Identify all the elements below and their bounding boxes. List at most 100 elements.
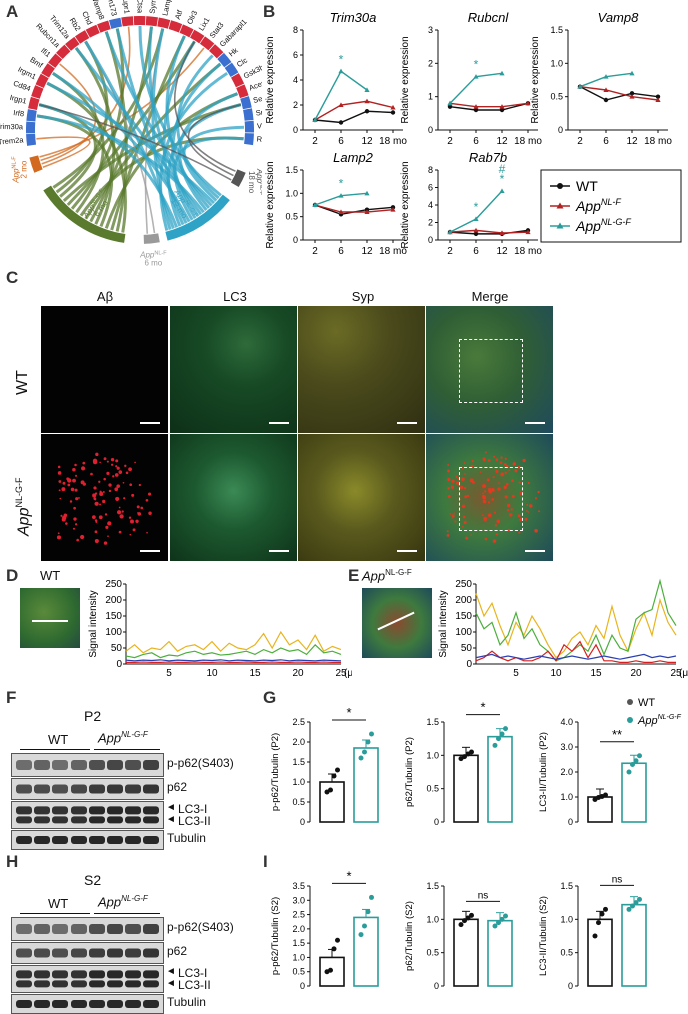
x-tick-label: 18 mo bbox=[379, 136, 407, 147]
gene-arc-segment bbox=[240, 96, 252, 109]
abeta-plaque-speck bbox=[115, 497, 119, 501]
data-point bbox=[493, 743, 498, 748]
x-tick-label: 2 bbox=[312, 246, 318, 257]
y-tick-label: 4 bbox=[293, 75, 298, 85]
abeta-plaque-speck bbox=[495, 458, 498, 461]
bar bbox=[354, 748, 378, 822]
blot-band bbox=[16, 981, 32, 988]
blot-band bbox=[125, 807, 141, 814]
y-tick-label: 1.5 bbox=[426, 717, 439, 727]
gene-arc-segment bbox=[26, 122, 35, 134]
significance-mark: * bbox=[500, 172, 505, 186]
blot-band bbox=[89, 836, 105, 844]
y-tick-label: 1.5 bbox=[285, 165, 298, 175]
column-header-syp: Syp bbox=[298, 289, 428, 304]
x-tick-label: 20 bbox=[292, 668, 304, 679]
blot-band bbox=[107, 817, 123, 824]
gene-arc-segment bbox=[245, 121, 254, 133]
gene-label: Irgp1 bbox=[9, 93, 28, 106]
data-point bbox=[469, 913, 474, 918]
profile-line-lc3 bbox=[476, 581, 676, 661]
x-tick-label: 12 bbox=[496, 246, 508, 257]
x-tick-label: 6 bbox=[473, 246, 479, 257]
profile-line-dapi bbox=[126, 660, 341, 661]
y-tick-label: 4 bbox=[428, 200, 433, 210]
abeta-plaque-speck bbox=[95, 521, 97, 523]
data-point bbox=[593, 934, 598, 939]
blot-band bbox=[71, 949, 87, 958]
gene-arc-segment bbox=[169, 20, 183, 32]
abeta-plaque-speck bbox=[119, 531, 122, 534]
blot-strip bbox=[11, 965, 164, 993]
blot-band bbox=[143, 760, 159, 770]
y-tick-label: 1 bbox=[428, 92, 433, 102]
blot-band bbox=[71, 981, 87, 988]
gene-arc-segment bbox=[26, 109, 36, 121]
column-header-lc3: LC3 bbox=[170, 289, 300, 304]
blot-band bbox=[34, 1000, 50, 1008]
abeta-plaque-speck bbox=[76, 539, 79, 542]
abeta-plaque-speck bbox=[92, 515, 96, 519]
significance-mark: * bbox=[339, 177, 344, 191]
abeta-plaque-speck bbox=[107, 535, 109, 537]
y-tick-label: 0.5 bbox=[292, 967, 305, 977]
abeta-plaque-speck bbox=[65, 522, 68, 525]
gene-arc-segment bbox=[97, 21, 111, 33]
blot-band bbox=[143, 949, 159, 958]
blot-band bbox=[34, 807, 50, 814]
gene-arc-segment bbox=[157, 18, 170, 29]
series-line bbox=[315, 205, 393, 214]
abeta-plaque-speck bbox=[105, 513, 107, 515]
blot-row-label: p-p62(S403) bbox=[167, 920, 234, 934]
micrograph-wt-abeta bbox=[41, 306, 168, 433]
abeta-plaque-speck bbox=[139, 484, 141, 486]
abeta-plaque-speck bbox=[70, 500, 72, 502]
abeta-plaque-speck bbox=[472, 460, 474, 462]
y-tick-label: 1.0 bbox=[560, 792, 573, 802]
blot-band bbox=[89, 981, 105, 988]
blot-band bbox=[125, 1000, 141, 1008]
y-tick-label: 250 bbox=[105, 579, 122, 590]
y-tick-label: 1.5 bbox=[292, 938, 305, 948]
abeta-plaque-speck bbox=[124, 465, 126, 467]
zoom-box bbox=[459, 467, 523, 531]
y-tick-label: 1.5 bbox=[292, 757, 305, 767]
abeta-plaque-speck bbox=[94, 503, 96, 505]
abeta-plaque-speck bbox=[74, 464, 77, 467]
y-axis-label: Relative expression bbox=[400, 161, 411, 248]
data-point bbox=[603, 793, 608, 798]
abeta-plaque-speck bbox=[81, 480, 85, 484]
y-tick-label: 100 bbox=[455, 627, 472, 638]
blot-strip bbox=[11, 753, 164, 777]
gene-label: Atf bbox=[173, 8, 185, 20]
micrograph-wt-syp bbox=[298, 306, 425, 433]
blot-band bbox=[16, 760, 32, 770]
group-bracket bbox=[94, 749, 160, 750]
blot-band bbox=[125, 836, 141, 844]
blot-strip bbox=[11, 917, 164, 941]
bar bbox=[454, 755, 478, 822]
abeta-plaque-speck bbox=[133, 528, 136, 531]
y-tick-label: 0.5 bbox=[426, 948, 439, 958]
legend-label: WT bbox=[576, 178, 598, 194]
blot-band bbox=[71, 836, 87, 844]
bar bbox=[588, 797, 612, 822]
significance-mark: * bbox=[346, 705, 351, 720]
abeta-plaque-speck bbox=[61, 487, 65, 491]
y-tick-label: 8 bbox=[293, 25, 298, 35]
blot-row-label: p62 bbox=[167, 780, 187, 794]
y-tick-label: 1.0 bbox=[560, 914, 573, 924]
abeta-plaque-speck bbox=[59, 489, 61, 491]
bar-chart: 00.51.01.52.02.5p-p62/Tubulin (P2)* bbox=[270, 705, 378, 827]
blot-band bbox=[52, 807, 68, 814]
y-tick-label: 250 bbox=[455, 579, 472, 590]
abeta-plaque-speck bbox=[116, 484, 120, 488]
y-tick-label: 0.5 bbox=[292, 797, 305, 807]
blot-band bbox=[52, 817, 68, 824]
y-tick-label: 0.5 bbox=[550, 92, 563, 102]
abeta-plaque-speck bbox=[117, 510, 121, 514]
data-point bbox=[369, 732, 374, 737]
